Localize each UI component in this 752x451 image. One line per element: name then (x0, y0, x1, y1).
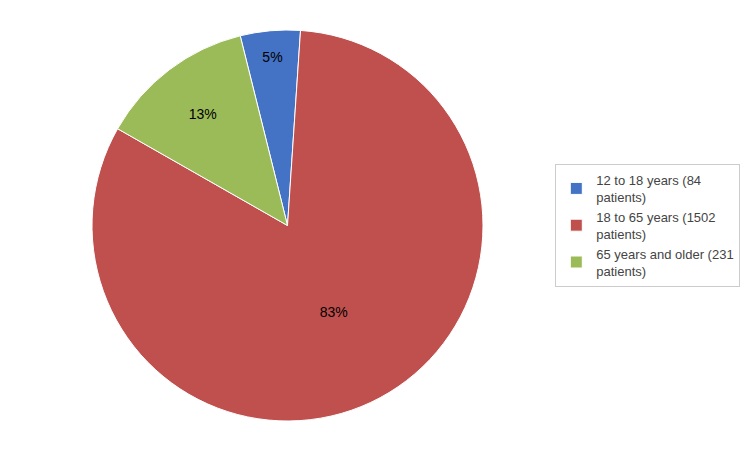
svg-text:65 years and older (231patient: 65 years and older (231patients) (596, 247, 733, 279)
svg-text:18 to 65 years (1502patients): 18 to 65 years (1502patients) (596, 210, 715, 242)
svg-text:13%: 13% (189, 106, 217, 122)
svg-text:83%: 83% (320, 304, 348, 320)
svg-text:5%: 5% (262, 49, 282, 65)
svg-text:12 to 18 years (84patients): 12 to 18 years (84patients) (596, 173, 701, 205)
